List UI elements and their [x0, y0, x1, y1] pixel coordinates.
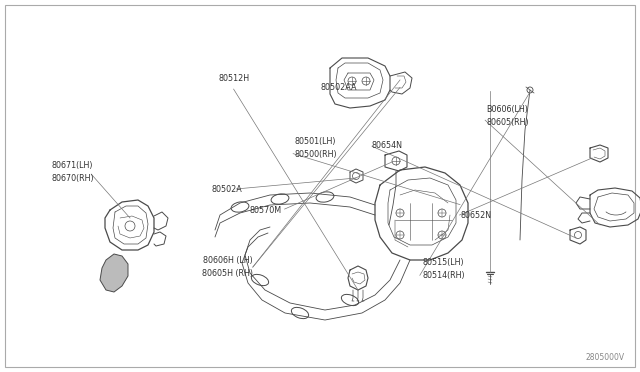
Text: 80652N: 80652N — [461, 211, 492, 220]
Text: 80501(LH): 80501(LH) — [294, 137, 336, 146]
Text: 2805000V: 2805000V — [586, 353, 625, 362]
Text: 80514(RH): 80514(RH) — [422, 271, 465, 280]
Polygon shape — [100, 254, 128, 292]
Text: 80605(RH): 80605(RH) — [486, 118, 529, 127]
Text: 80512H: 80512H — [218, 74, 249, 83]
Text: 80515(LH): 80515(LH) — [422, 258, 464, 267]
Text: 80605H (RH): 80605H (RH) — [202, 269, 253, 278]
Text: 80606H (LH): 80606H (LH) — [203, 256, 253, 265]
Text: 80654N: 80654N — [371, 141, 402, 150]
Text: 80671(LH): 80671(LH) — [51, 161, 93, 170]
Text: 80570M: 80570M — [250, 206, 282, 215]
Text: 80502AA: 80502AA — [321, 83, 358, 92]
Text: B0606(LH): B0606(LH) — [486, 105, 528, 114]
Text: 80670(RH): 80670(RH) — [51, 174, 94, 183]
Text: 80502A: 80502A — [211, 185, 242, 194]
Text: 80500(RH): 80500(RH) — [294, 150, 337, 159]
